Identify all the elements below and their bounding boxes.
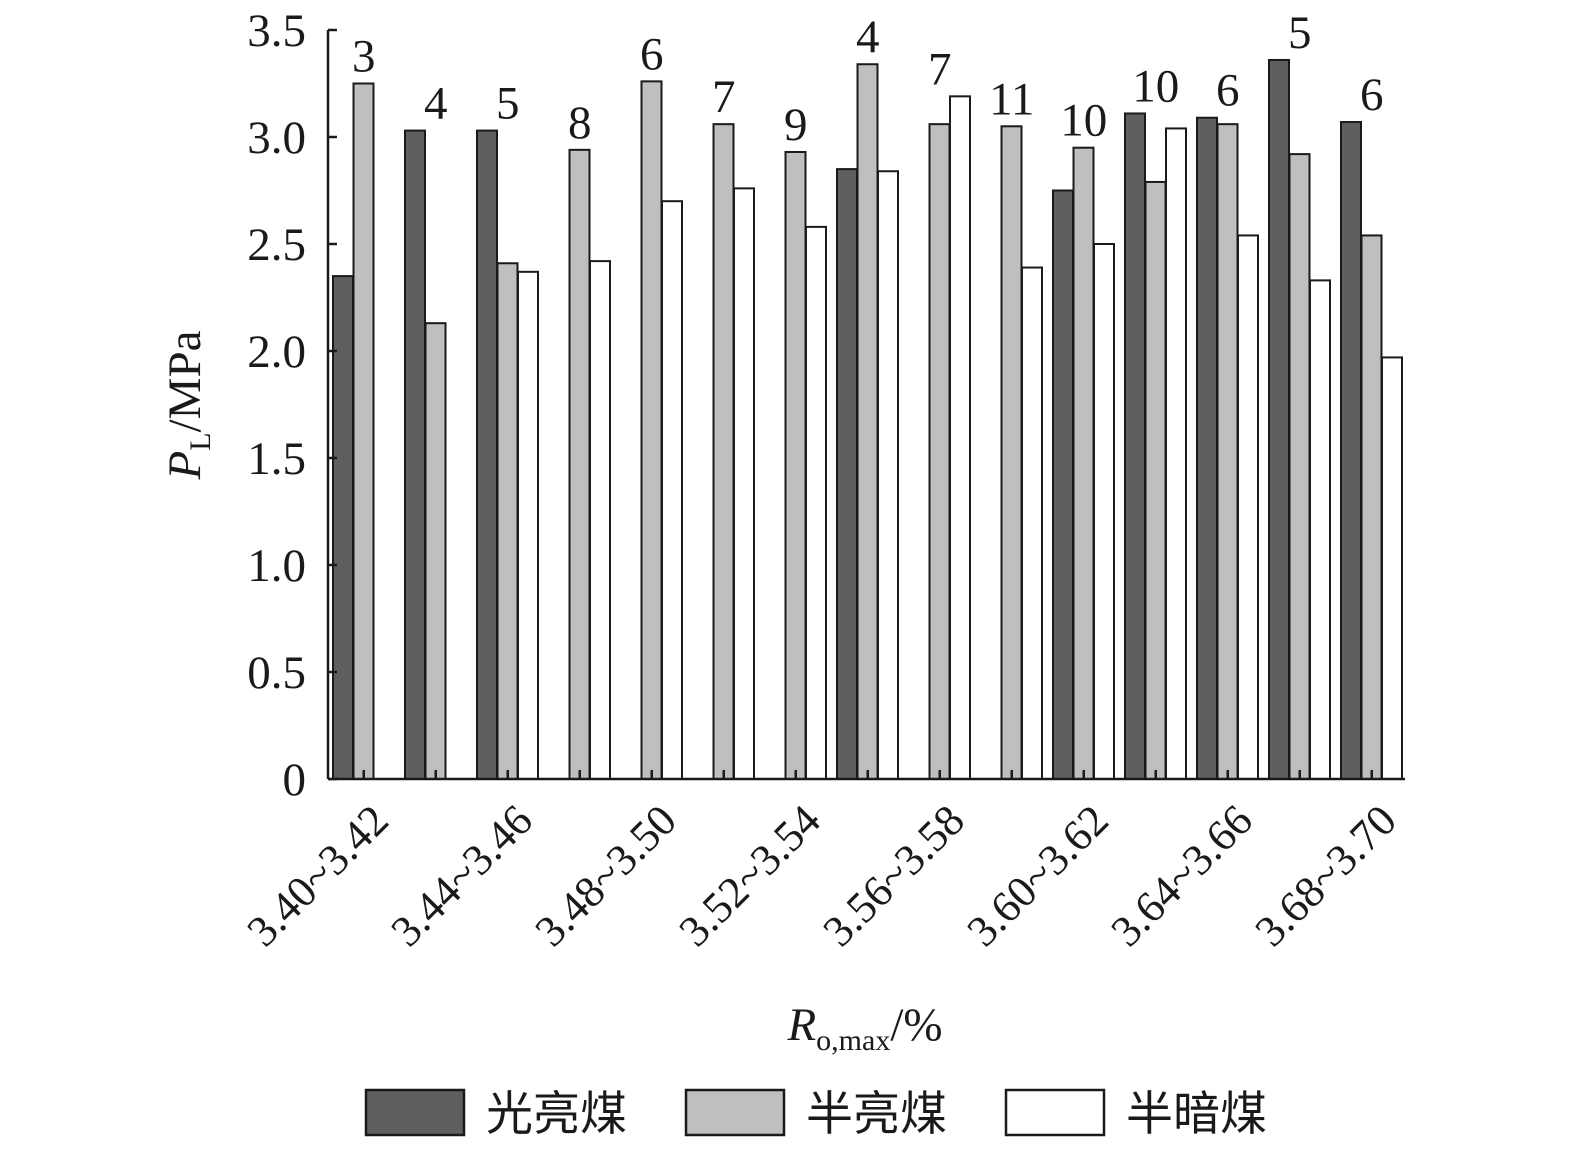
- bar-2-2: [424, 322, 447, 780]
- bar-2-15: [1360, 234, 1383, 780]
- count-label-2: 4: [424, 78, 448, 130]
- bar-2-9: [928, 123, 951, 781]
- bar-1-15: [1340, 121, 1362, 780]
- bar-3-13: [1237, 234, 1259, 780]
- legend-swatch-1: [364, 1088, 466, 1137]
- x-tick-label-15: 3.68~3.70: [1246, 795, 1406, 955]
- count-label-5: 6: [640, 28, 664, 80]
- x-axis-title-unit: /%: [890, 999, 942, 1051]
- legend: 光亮煤 半亮煤 半暗煤: [364, 1087, 1267, 1142]
- y-axis-title-unit: /MPa: [159, 330, 211, 432]
- count-label-14: 5: [1288, 7, 1312, 59]
- bar-1-2: [404, 129, 426, 780]
- bar-2-5: [640, 80, 663, 781]
- x-axis-title-sub: o,max: [816, 1024, 890, 1057]
- bar-1-13: [1196, 116, 1218, 781]
- x-axis-title: Ro,max/%: [786, 999, 942, 1057]
- bar-3-10: [1021, 266, 1043, 780]
- y-tick-label-5: 2.0: [247, 326, 306, 378]
- axes-group: [326, 28, 1405, 781]
- bar-2-13: [1216, 123, 1239, 781]
- count-label-10: 11: [989, 73, 1034, 125]
- bar-3-14: [1309, 279, 1331, 780]
- bar-1-14: [1268, 58, 1290, 780]
- bar-3-15: [1381, 356, 1403, 780]
- y-axis-title-sub: L: [184, 432, 217, 450]
- bar-3-12: [1165, 127, 1187, 780]
- bar-2-14: [1288, 153, 1311, 780]
- legend-swatch-3: [1004, 1088, 1106, 1137]
- bar-3-5: [661, 200, 683, 780]
- bar-3-9: [949, 95, 971, 780]
- bar-2-12: [1144, 180, 1167, 780]
- x-tick-label-11: 3.60~3.62: [958, 795, 1118, 955]
- bar-2-6: [712, 123, 735, 781]
- bar-3-11: [1093, 243, 1115, 780]
- y-axis-title: PL/MPa: [159, 330, 217, 480]
- legend-label-3: 半暗煤: [1126, 1087, 1267, 1142]
- y-tick-label-7: 3.0: [247, 112, 306, 164]
- bar-2-4: [568, 148, 591, 780]
- y-tick-label-4: 1.5: [247, 433, 306, 485]
- bar-3-6: [733, 187, 755, 781]
- count-label-11: 10: [1060, 95, 1107, 147]
- count-label-3: 5: [496, 78, 520, 130]
- bar-3-8: [877, 170, 899, 781]
- bars-group: [332, 58, 1403, 781]
- bar-1-3: [476, 129, 498, 780]
- bar-2-7: [784, 150, 807, 781]
- bar-1-11: [1052, 189, 1074, 780]
- legend-label-1: 光亮煤: [486, 1087, 627, 1142]
- count-label-13: 6: [1216, 65, 1240, 117]
- count-label-15: 6: [1360, 69, 1384, 121]
- count-label-7: 9: [784, 99, 808, 151]
- y-tick-label-3: 1.0: [247, 540, 306, 592]
- y-tick-label-1: 0: [283, 754, 307, 806]
- x-tick-label-9: 3.56~3.58: [814, 795, 974, 955]
- bar-2-3: [496, 262, 519, 780]
- count-label-8: 4: [856, 11, 880, 63]
- bar-3-7: [805, 225, 827, 780]
- count-label-4: 8: [568, 97, 592, 149]
- x-tick-label-7: 3.52~3.54: [670, 795, 830, 955]
- x-axis-title-main: R: [786, 999, 816, 1051]
- legend-swatch-2: [684, 1088, 786, 1137]
- count-label-6: 7: [712, 71, 736, 123]
- bar-2-11: [1072, 146, 1095, 780]
- count-label-9: 7: [928, 43, 952, 95]
- count-label-12: 10: [1132, 60, 1179, 112]
- legend-label-2: 半亮煤: [806, 1087, 947, 1142]
- x-tick-label-3: 3.44~3.46: [382, 795, 542, 955]
- bar-3-3: [517, 270, 539, 780]
- y-axis-title-main: P: [159, 451, 211, 481]
- bar-3-4: [589, 260, 611, 780]
- bar-2-1: [352, 82, 375, 780]
- y-tick-label-6: 2.5: [247, 219, 306, 271]
- bar-2-10: [1000, 125, 1023, 781]
- y-tick-label-8: 3.5: [247, 5, 306, 57]
- bar-1-8: [836, 168, 858, 781]
- bar-1-12: [1124, 112, 1146, 780]
- x-tick-label-1: 3.40~3.42: [238, 795, 398, 955]
- y-tick-label-2: 0.5: [247, 647, 306, 699]
- x-tick-label-5: 3.48~3.50: [526, 795, 686, 955]
- x-tick-label-13: 3.64~3.66: [1102, 795, 1262, 955]
- bar-2-8: [856, 63, 879, 781]
- count-label-1: 3: [352, 31, 376, 83]
